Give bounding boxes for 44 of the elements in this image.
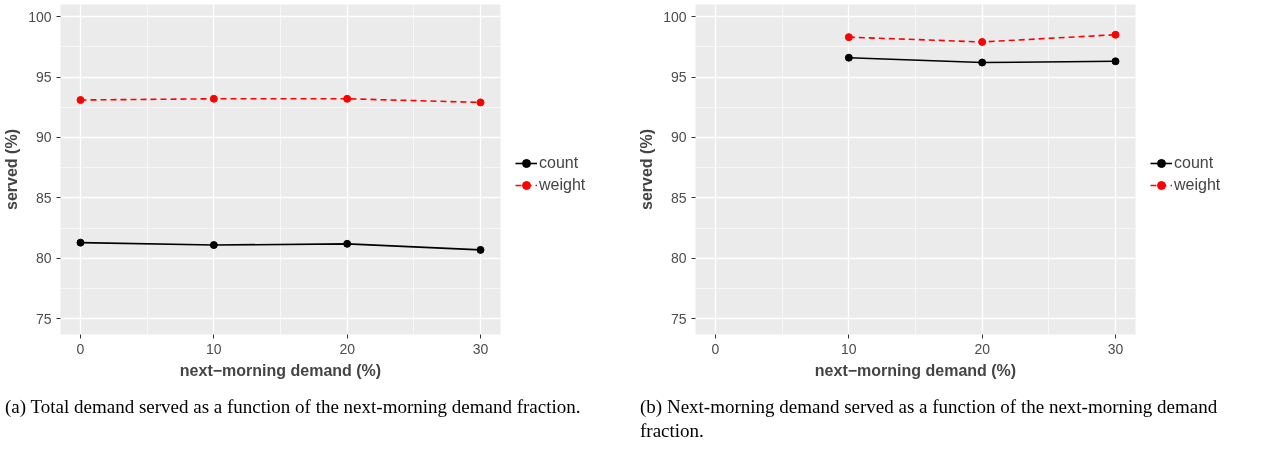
point (1111, 57, 1120, 66)
x-tick-label: 30 (1107, 340, 1124, 357)
y-tick-label: 80 (35, 250, 52, 267)
y-axis-title: served (%) (3, 129, 21, 210)
point (209, 241, 218, 250)
y-tick-label: 100 (663, 8, 687, 25)
point (844, 33, 853, 42)
y-tick-label: 100 (28, 8, 52, 25)
text: (a) Total demand served as a function of the next-morning demand fraction. (5, 395, 581, 419)
point (476, 245, 485, 254)
point (844, 53, 853, 62)
x-tick-label: 0 (711, 340, 720, 357)
point (343, 94, 352, 103)
point (1111, 30, 1120, 39)
legend-label: count (1174, 153, 1214, 172)
y-tick-label: 90 (670, 129, 687, 146)
point (76, 238, 85, 247)
x-axis-title: next−morning demand (%) (179, 361, 382, 379)
x-tick-label: 0 (76, 340, 85, 357)
x-tick-label: 20 (974, 340, 991, 357)
x-tick-label: 30 (472, 340, 489, 357)
y-tick-label: 90 (35, 129, 52, 146)
point (978, 37, 987, 46)
legend-label: count (539, 153, 579, 172)
y-tick-label: 75 (670, 310, 687, 327)
y-tick-label: 85 (670, 189, 687, 206)
y-tick-label: 80 (670, 250, 687, 267)
point (476, 98, 485, 107)
x-tick-label: 10 (841, 340, 857, 357)
y-tick-label: 75 (35, 310, 52, 327)
legend-label: weight (1174, 175, 1221, 194)
text: (b) Next-morning demand served as a function of the next-morning demand fraction. (640, 395, 1219, 443)
y-tick-label: 95 (35, 69, 52, 86)
x-axis-title: next−morning demand (%) (814, 361, 1017, 379)
point (343, 239, 352, 248)
y-tick-label: 95 (670, 69, 687, 86)
legend-label: weight (539, 175, 586, 194)
point (978, 58, 987, 67)
x-tick-label: 10 (206, 340, 222, 357)
point (209, 94, 218, 103)
y-axis-title: served (%) (638, 129, 656, 210)
y-tick-label: 85 (35, 189, 52, 206)
point (76, 96, 85, 104)
x-tick-label: 20 (339, 340, 356, 357)
